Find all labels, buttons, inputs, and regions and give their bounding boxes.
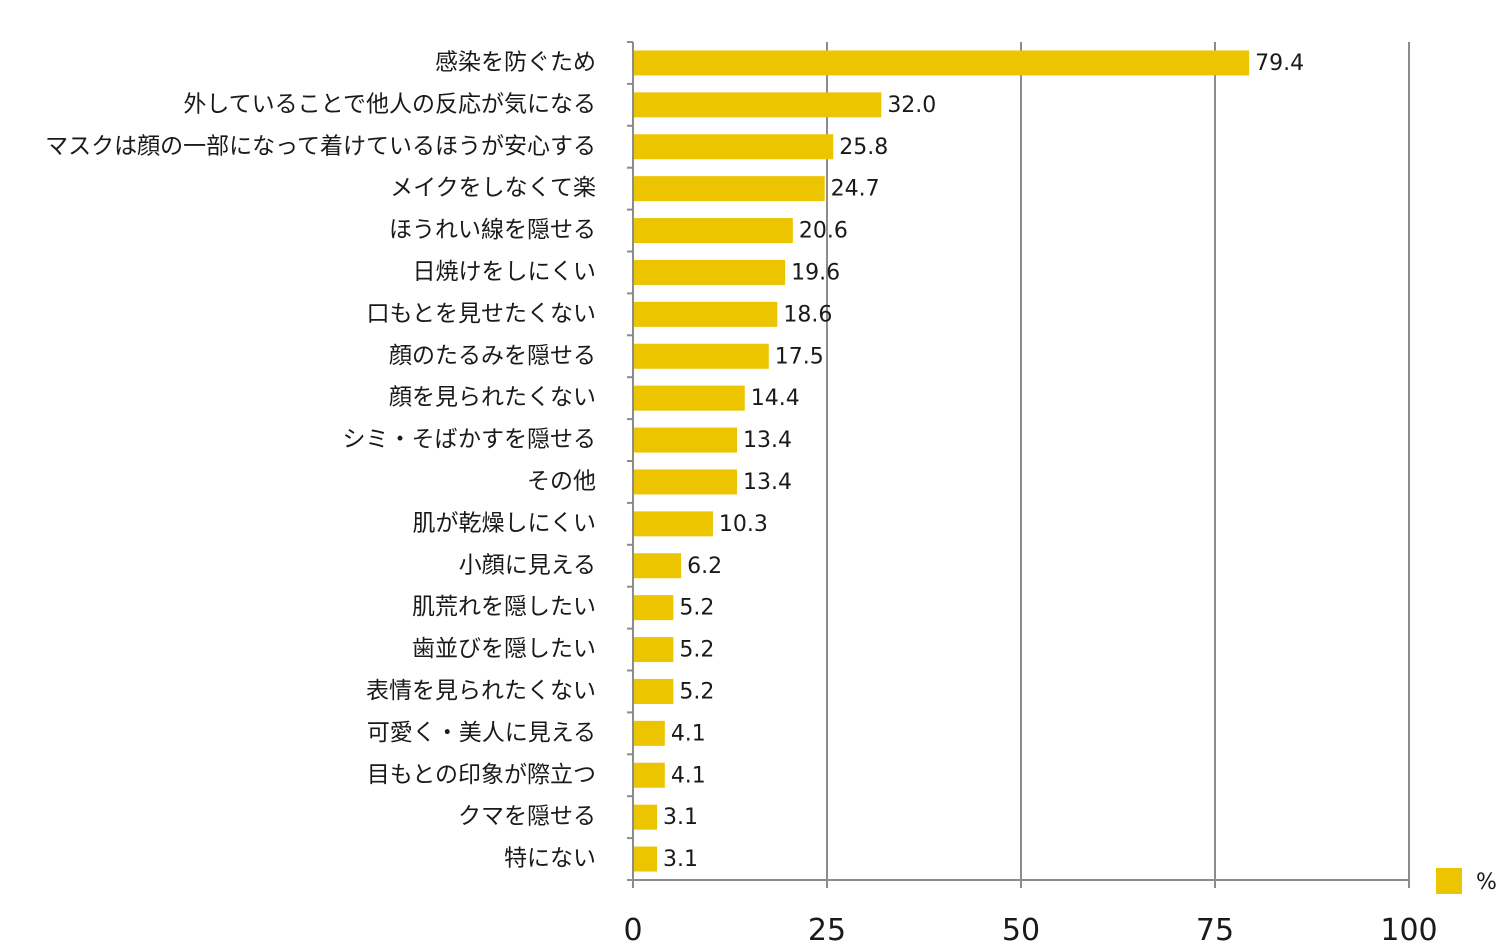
category-label-8: 顔のたるみを隠せる xyxy=(389,343,596,369)
category-label-13: 小顔に見える xyxy=(459,552,596,578)
value-label-12: 10.3 xyxy=(719,512,768,537)
value-label-13: 6.2 xyxy=(687,554,722,579)
bar-1 xyxy=(634,50,1250,76)
value-label-1: 79.4 xyxy=(1255,51,1304,76)
category-label-7: 口もとを見せたくない xyxy=(366,301,596,327)
bar-17 xyxy=(634,720,665,746)
bar-18 xyxy=(634,762,665,788)
value-label-9: 14.4 xyxy=(751,386,800,411)
bar-5 xyxy=(634,218,793,244)
bar-9 xyxy=(634,385,745,411)
category-label-16: 表情を見られたくない xyxy=(366,678,596,704)
bar-12 xyxy=(634,511,713,537)
category-label-3: マスクは顔の一部になって着けているほうが安心する xyxy=(45,133,596,159)
bar-3 xyxy=(634,134,834,160)
value-label-3: 25.8 xyxy=(839,135,888,160)
category-label-4: メイクをしなくて楽 xyxy=(390,175,596,201)
category-labels: 感染を防ぐため外していることで他人の反応が気になるマスクは顔の一部になって着けて… xyxy=(45,49,596,871)
bar-20 xyxy=(634,846,658,872)
value-label-11: 13.4 xyxy=(743,470,792,495)
category-label-17: 可愛く・美人に見える xyxy=(367,720,596,746)
value-label-16: 5.2 xyxy=(679,679,714,704)
grid-lines xyxy=(826,42,1410,880)
legend-label: % xyxy=(1476,870,1497,895)
axes xyxy=(627,41,1410,888)
x-tick-label-25: 25 xyxy=(808,913,846,948)
bar-11 xyxy=(634,469,737,495)
value-label-8: 17.5 xyxy=(775,344,824,369)
category-label-14: 肌荒れを隠したい xyxy=(412,594,596,620)
category-label-9: 顔を見られたくない xyxy=(389,385,596,411)
value-label-14: 5.2 xyxy=(679,596,714,621)
bar-8 xyxy=(634,343,769,369)
x-tick-label-0: 0 xyxy=(623,913,642,948)
category-label-18: 目もとの印象が際立つ xyxy=(367,762,596,788)
bar-7 xyxy=(634,301,778,327)
category-label-1: 感染を防ぐため xyxy=(435,49,596,75)
value-label-6: 19.6 xyxy=(791,260,840,285)
category-label-10: シミ・そばかすを隠せる xyxy=(343,427,596,453)
x-tick-labels: 0 25 50 75 100 xyxy=(623,913,1437,948)
bar-10 xyxy=(634,427,737,453)
bar-15 xyxy=(634,637,674,663)
value-label-5: 20.6 xyxy=(799,219,848,244)
category-label-6: 日焼けをしにくい xyxy=(412,259,596,285)
x-tick-label-75: 75 xyxy=(1196,913,1234,948)
bar-6 xyxy=(634,259,786,285)
bar-4 xyxy=(634,176,825,202)
bar-16 xyxy=(634,678,674,704)
value-label-18: 4.1 xyxy=(671,763,706,788)
bar-19 xyxy=(634,804,658,830)
legend: % xyxy=(1436,868,1497,895)
bars xyxy=(634,50,1250,872)
x-tick-label-100: 100 xyxy=(1380,913,1437,948)
bar-14 xyxy=(634,595,674,621)
value-label-10: 13.4 xyxy=(743,428,792,453)
category-label-11: その他 xyxy=(527,468,596,494)
value-label-17: 4.1 xyxy=(671,721,706,746)
category-label-2: 外していることで他人の反応が気になる xyxy=(183,91,596,117)
value-label-19: 3.1 xyxy=(663,805,698,830)
category-label-19: クマを隠せる xyxy=(458,804,596,830)
category-label-12: 肌が乾燥しにくい xyxy=(412,510,596,536)
value-label-20: 3.1 xyxy=(663,847,698,872)
value-labels: 79.4 32.0 25.8 24.7 20.6 19.6 18.6 17.5 14.4 13.4… xyxy=(663,51,1304,872)
value-label-15: 5.2 xyxy=(679,638,714,663)
category-label-5: ほうれい線を隠せる xyxy=(389,217,596,243)
bar-13 xyxy=(634,553,682,579)
value-label-2: 32.0 xyxy=(887,93,936,118)
legend-swatch xyxy=(1436,868,1462,894)
x-tick-label-50: 50 xyxy=(1002,913,1040,948)
category-label-20: 特にない xyxy=(504,846,596,872)
value-label-7: 18.6 xyxy=(783,302,832,327)
category-label-15: 歯並びを隠したい xyxy=(412,636,596,662)
bar-2 xyxy=(634,92,882,118)
value-label-4: 24.7 xyxy=(831,177,880,202)
